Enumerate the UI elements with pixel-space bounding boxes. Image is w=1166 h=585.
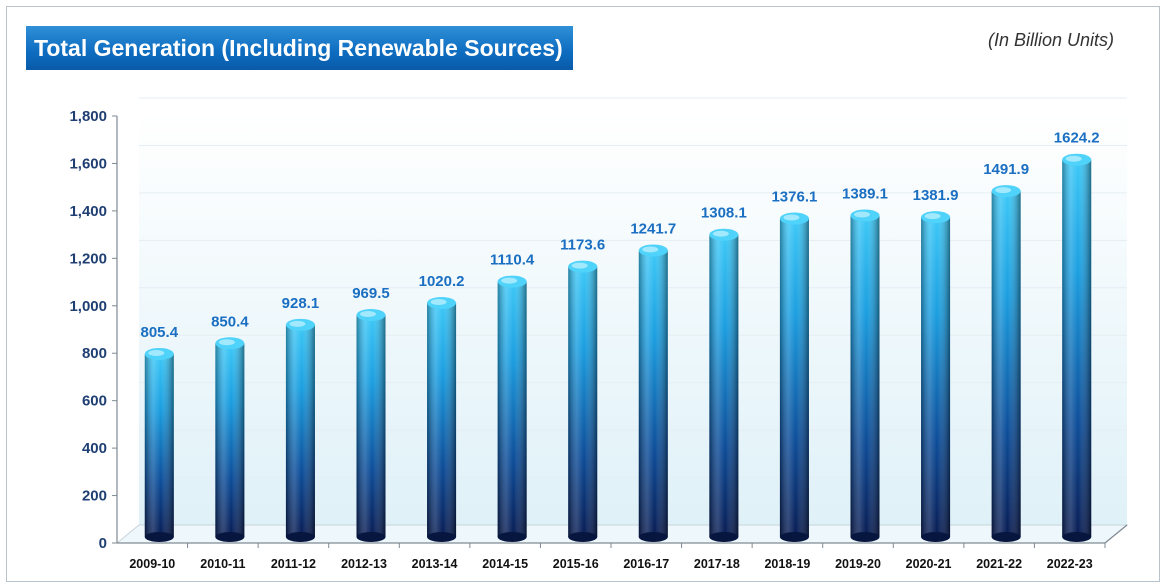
- x-tick-label: 2010-11: [200, 557, 245, 571]
- bar: [709, 228, 739, 542]
- data-label: 805.4: [141, 324, 179, 341]
- y-tick-label: 1,000: [69, 298, 107, 315]
- data-label: 1389.1: [842, 185, 888, 202]
- data-label: 928.1: [282, 295, 320, 312]
- y-tick-label: 600: [82, 393, 107, 410]
- bar: [285, 318, 315, 542]
- bar: [779, 212, 809, 542]
- bar: [427, 296, 457, 542]
- bar: [850, 209, 880, 542]
- plot-floor: [115, 524, 1129, 544]
- data-label: 1624.2: [1054, 130, 1100, 147]
- x-tick-label: 2017-18: [694, 557, 740, 571]
- data-label: 1173.6: [560, 237, 605, 254]
- bar: [921, 211, 951, 542]
- x-tick-label: 2016-17: [623, 557, 669, 571]
- y-tick-label: 800: [82, 345, 107, 362]
- data-label: 1381.9: [913, 187, 959, 204]
- x-tick-label: 2014-15: [482, 557, 528, 571]
- x-tick-label: 2011-12: [271, 557, 316, 571]
- data-label: 850.4: [211, 313, 249, 330]
- bar: [991, 185, 1021, 542]
- x-tick-label: 2021-22: [976, 557, 1022, 571]
- y-tick-label: 1,600: [69, 155, 107, 172]
- x-tick-label: 2013-14: [412, 557, 458, 571]
- bar: [1062, 153, 1092, 542]
- data-label: 1241.7: [630, 220, 676, 237]
- chart-title: Total Generation (Including Renewable So…: [26, 26, 573, 70]
- data-label: 1020.2: [419, 273, 465, 290]
- bar: [144, 347, 174, 542]
- x-tick-label: 2019-20: [835, 557, 881, 571]
- bar: [638, 244, 668, 542]
- x-tick-label: 2020-21: [906, 557, 952, 571]
- x-tick-label: 2018-19: [764, 557, 810, 571]
- y-tick-label: 1,200: [69, 250, 107, 267]
- data-label: 1491.9: [983, 161, 1029, 178]
- data-label: 1308.1: [701, 205, 747, 222]
- data-label: 1376.1: [771, 189, 817, 206]
- data-label: 969.5: [352, 285, 390, 302]
- x-tick-label: 2009-10: [129, 557, 175, 571]
- bar: [215, 337, 245, 542]
- y-tick-label: 200: [82, 488, 107, 505]
- bar: [356, 309, 386, 542]
- plot-back-wall: [139, 112, 1127, 525]
- bar: [497, 275, 527, 542]
- y-tick-label: 1,400: [69, 203, 107, 220]
- data-label: 1110.4: [490, 252, 535, 269]
- x-tick-label: 2022-23: [1047, 557, 1093, 571]
- x-tick-label: 2015-16: [553, 557, 599, 571]
- x-tick-label: 2012-13: [341, 557, 387, 571]
- y-tick-label: 1,800: [69, 108, 107, 125]
- bar: [568, 260, 598, 542]
- y-tick-label: 0: [99, 535, 107, 552]
- y-tick-label: 400: [82, 440, 107, 457]
- units-note: (In Billion Units): [987, 30, 1114, 50]
- x-axis-depth-line: [1104, 524, 1128, 544]
